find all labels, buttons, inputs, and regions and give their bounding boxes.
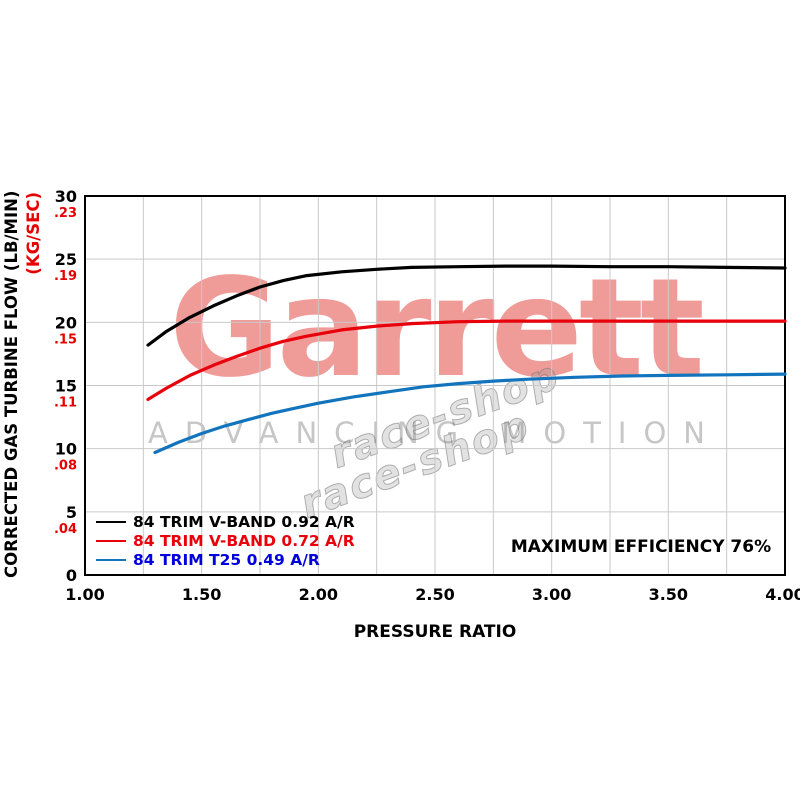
plot-border	[84, 195, 786, 576]
legend-item: 84 TRIM V-BAND 0.92 A/R	[96, 512, 355, 531]
legend-label: 84 TRIM V-BAND 0.72 A/R	[133, 531, 355, 550]
series-curve	[153, 372, 787, 455]
y-tick-label-kg: .23	[54, 206, 77, 221]
y-tick-label-lb: 10	[55, 440, 77, 459]
y-tick-label-kg: .08	[54, 459, 77, 474]
y-axis-title-lbmin: CORRECTED GAS TURBINE FLOW (LB/MIN)	[2, 190, 21, 578]
y-tick-label-lb: 5	[66, 503, 77, 522]
x-tick-label: 3.00	[532, 585, 571, 604]
y-tick-label-kg: .11	[54, 396, 77, 411]
legend-item: 84 TRIM T25 0.49 A/R	[96, 550, 355, 569]
y-tick-label-lb: 30	[55, 187, 77, 206]
legend-label: 84 TRIM T25 0.49 A/R	[133, 550, 320, 569]
series-curve	[146, 264, 787, 347]
x-tick-label: 1.00	[65, 585, 104, 604]
series-curve	[146, 319, 787, 401]
x-tick-label: 3.50	[649, 585, 688, 604]
y-tick-label-lb: 20	[55, 313, 77, 332]
x-axis-title: PRESSURE RATIO	[353, 622, 517, 642]
x-tick-label: 4.00	[765, 585, 800, 604]
legend-label: 84 TRIM V-BAND 0.92 A/R	[133, 512, 355, 531]
legend-item: 84 TRIM V-BAND 0.72 A/R	[96, 531, 355, 550]
x-tick-label: 1.50	[182, 585, 221, 604]
y-tick-label-lb: 0	[66, 566, 77, 585]
x-tick-label: 2.00	[299, 585, 338, 604]
y-axis-title-kgsec: (KG/SEC)	[24, 192, 43, 275]
legend: 84 TRIM V-BAND 0.92 A/R 84 TRIM V-BAND 0.…	[96, 512, 355, 569]
max-efficiency-annotation: MAXIMUM EFFICIENCY 76%	[510, 537, 772, 557]
x-tick-label: 2.50	[415, 585, 454, 604]
y-tick-label-lb: 15	[55, 377, 77, 396]
legend-line-swatch	[96, 558, 126, 561]
legend-line-swatch	[96, 539, 126, 542]
y-tick-label-kg: .15	[54, 332, 77, 347]
y-tick-label-kg: .04	[54, 522, 77, 537]
legend-line-swatch	[96, 520, 126, 523]
y-tick-label-kg: .19	[54, 269, 77, 284]
y-tick-label-lb: 25	[55, 250, 77, 269]
garrett-brand-watermark: Garrett	[169, 250, 705, 408]
